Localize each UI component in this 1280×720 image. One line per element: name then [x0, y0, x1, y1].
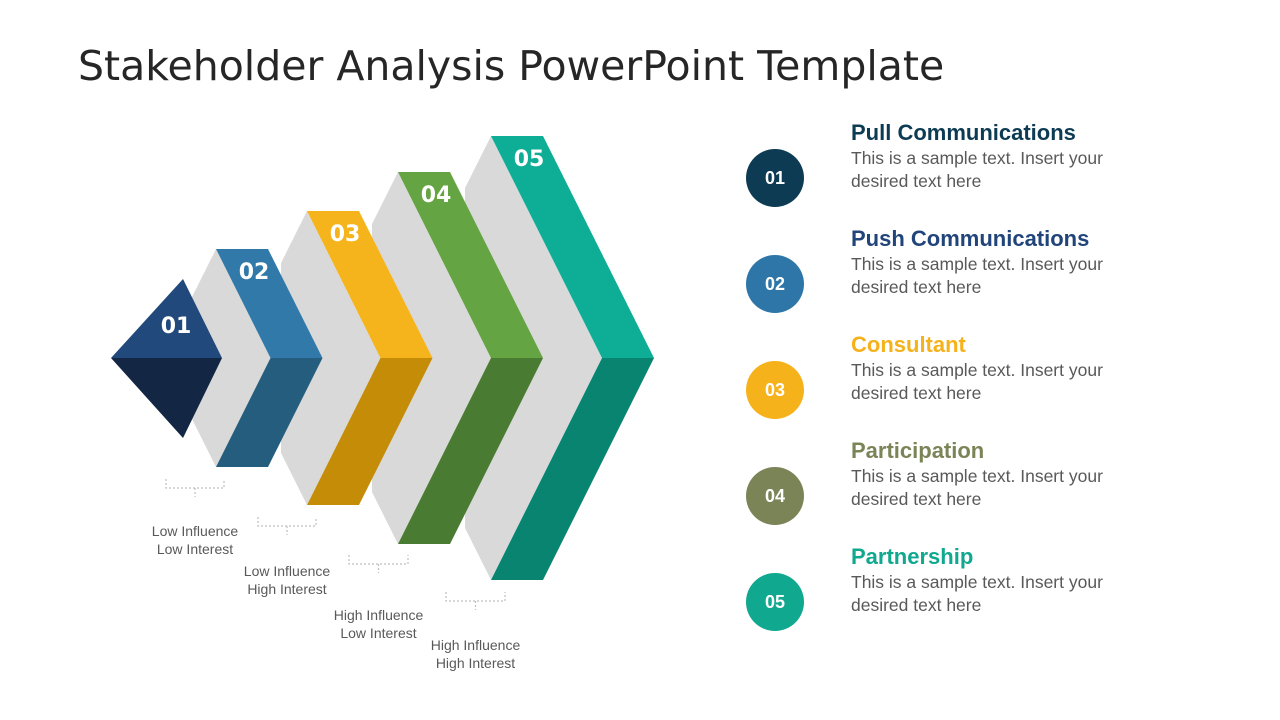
number-badge: 05	[746, 573, 804, 631]
influence-label: High Influence	[431, 637, 521, 653]
slide-title: Stakeholder Analysis PowerPoint Template	[78, 42, 945, 90]
bracket	[348, 555, 409, 565]
item-title: Consultant	[851, 332, 966, 357]
chevron-number: 05	[514, 147, 545, 172]
number-badge: 02	[746, 255, 804, 313]
item-title: Partnership	[851, 544, 974, 569]
bracket	[445, 592, 506, 602]
interest-label: Low Interest	[157, 541, 233, 557]
item-description: This is a sample text. Insert your desir…	[851, 466, 1103, 509]
chevron-side-02	[190, 249, 271, 467]
bracket	[165, 479, 225, 489]
item-description: This is a sample text. Insert your desir…	[851, 572, 1103, 615]
influence-label: Low Influence	[244, 563, 331, 579]
number-badge: 01	[746, 149, 804, 207]
chevron-top-02	[216, 249, 323, 358]
interest-label: Low Interest	[340, 625, 416, 641]
legend-item-03: 03 Consultant This is a sample text. Ins…	[746, 332, 1226, 461]
legend-item-05: 05 Partnership This is a sample text. In…	[746, 544, 1226, 673]
item-title: Push Communications	[851, 226, 1090, 251]
number-badge: 03	[746, 361, 804, 419]
chevron-number: 03	[330, 222, 361, 247]
item-description: This is a sample text. Insert your desir…	[851, 254, 1103, 297]
item-title: Participation	[851, 438, 985, 463]
chevron-bottom-02	[216, 358, 323, 467]
interest-label: High Interest	[247, 581, 326, 597]
chevron-bottom-04	[398, 358, 543, 544]
chevron-top-04	[398, 172, 543, 358]
chevron-number: 02	[239, 260, 270, 285]
item-title: Pull Communications	[851, 120, 1076, 145]
influence-label: Low Influence	[152, 523, 239, 539]
chevron-top-03	[307, 211, 433, 358]
chevron-side-03	[281, 211, 381, 505]
number-badge: 04	[746, 467, 804, 525]
chevron-number: 04	[421, 183, 452, 208]
item-description: This is a sample text. Insert your desir…	[851, 148, 1103, 191]
bracket	[257, 517, 317, 527]
chevron-bottom-05	[491, 358, 654, 580]
legend-item-01: 01 Pull Communications This is a sample …	[746, 120, 1226, 249]
chevron-top-05	[491, 136, 654, 358]
chevron-bottom-03	[307, 358, 433, 505]
diamond-bottom-01	[111, 358, 222, 438]
item-description: This is a sample text. Insert your desir…	[851, 360, 1103, 403]
legend-item-02: 02 Push Communications This is a sample …	[746, 226, 1226, 355]
diamond-number: 01	[161, 314, 192, 339]
diamond-top-01	[111, 279, 222, 358]
influence-label: High Influence	[334, 607, 424, 623]
interest-label: High Interest	[436, 655, 515, 671]
legend-item-04: 04 Participation This is a sample text. …	[746, 438, 1226, 567]
